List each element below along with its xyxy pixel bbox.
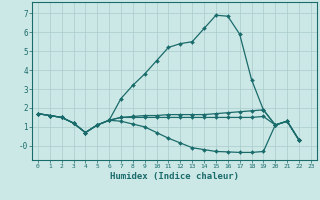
X-axis label: Humidex (Indice chaleur): Humidex (Indice chaleur)	[110, 172, 239, 181]
